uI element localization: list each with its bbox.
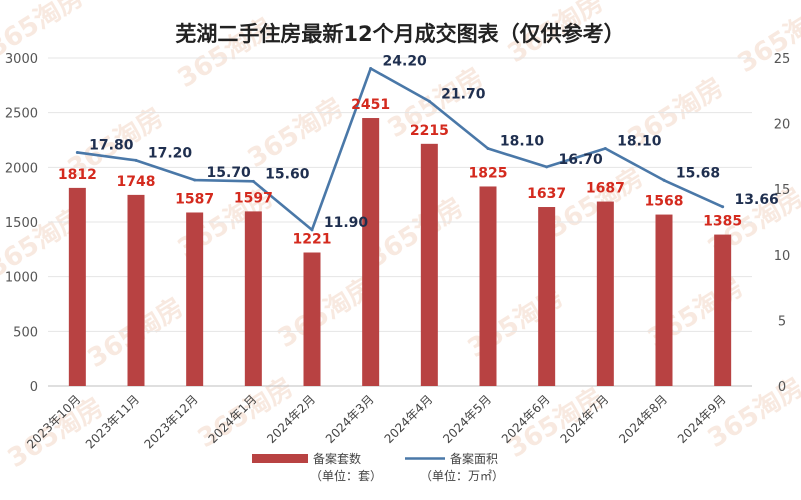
line-value-label: 18.10 xyxy=(617,134,662,150)
bar xyxy=(714,234,732,386)
bar-value-label: 1587 xyxy=(175,191,214,207)
left-tick-label: 500 xyxy=(13,325,38,340)
line-value-label: 15.70 xyxy=(207,165,252,181)
watermark-logo: 365淘房 xyxy=(733,0,801,79)
x-tick-label: 2024年5月 xyxy=(440,392,494,446)
bar-value-label: 2215 xyxy=(410,123,449,139)
line-point xyxy=(369,66,373,70)
bar-value-label: 1812 xyxy=(58,167,97,183)
left-tick-label: 2000 xyxy=(5,161,38,176)
line-value-label: 16.70 xyxy=(559,152,604,168)
chart-title: 芜湖二手住房最新12个月成交图表（仅供参考） xyxy=(175,22,624,46)
legend-bar-label: 备案套数 xyxy=(313,451,361,466)
line-value-label: 13.66 xyxy=(735,192,779,208)
legend-line-label: 备案面积 xyxy=(450,451,498,466)
x-axis-labels: 2023年10月 2023年11月 2023年12月 2024年1月 2024年2月 20… xyxy=(24,392,729,451)
right-tick-label: 5 xyxy=(778,314,786,329)
left-tick-label: 0 xyxy=(30,380,38,395)
line-path xyxy=(77,67,724,232)
x-tick-label: 2024年3月 xyxy=(323,392,377,446)
line-value-label: 15.68 xyxy=(676,165,720,181)
right-tick-label: 15 xyxy=(774,183,791,198)
line-point xyxy=(545,165,549,169)
bar-value-label: 1825 xyxy=(469,165,508,181)
bar xyxy=(362,118,380,387)
left-tick-label: 1500 xyxy=(5,216,38,231)
right-tick-label: 20 xyxy=(774,118,791,133)
x-tick-label: 2024年4月 xyxy=(382,392,436,446)
line-point xyxy=(662,178,666,182)
right-tick-label: 0 xyxy=(778,380,786,395)
line-value-label: 15.60 xyxy=(265,166,310,182)
legend: 备案套数 （单位：套） 备案面积 （单位：万㎡） xyxy=(252,451,504,483)
bar-series xyxy=(68,118,732,387)
bar-value-label: 1221 xyxy=(293,232,332,248)
line-series xyxy=(75,66,725,232)
watermark-logo: 365淘房 xyxy=(543,162,649,244)
bar xyxy=(479,186,497,386)
left-tick-label: 1000 xyxy=(5,271,38,286)
bar xyxy=(655,214,673,386)
legend-line-unit: （单位：万㎡） xyxy=(420,468,504,483)
bar xyxy=(127,194,145,386)
line-point xyxy=(251,179,255,183)
line-point xyxy=(310,228,314,232)
bar-value-label: 1748 xyxy=(117,174,156,190)
bar xyxy=(420,143,438,386)
left-axis: 0 500 1000 1500 2000 2500 3000 xyxy=(5,52,38,395)
right-tick-label: 25 xyxy=(774,52,791,67)
bar-value-label: 1687 xyxy=(586,181,625,197)
line-value-label: 11.90 xyxy=(324,215,369,231)
bar-value-label: 1385 xyxy=(703,214,742,230)
left-tick-label: 2500 xyxy=(5,107,38,122)
x-tick-label: 2023年12月 xyxy=(142,392,201,451)
line-point xyxy=(486,147,490,151)
bar-value-label: 1597 xyxy=(234,190,273,206)
watermark-logo: 365淘房 xyxy=(243,92,349,174)
line-point xyxy=(721,205,725,209)
legend-bar-swatch xyxy=(252,454,308,463)
line-value-label: 21.70 xyxy=(441,86,486,102)
bar-data-labels: 1812 1748 1587 1597 1221 2451 2215 1825 1637 1687… xyxy=(58,97,742,247)
line-value-label: 17.20 xyxy=(148,145,193,161)
line-value-label: 24.20 xyxy=(383,53,428,69)
line-data-labels: 17.80 17.20 15.70 15.60 11.90 24.20 21.70 18.10… xyxy=(89,53,779,230)
line-point xyxy=(603,147,607,151)
x-tick-label: 2024年8月 xyxy=(616,392,670,446)
bar-value-label: 1637 xyxy=(527,186,566,202)
line-point xyxy=(134,158,138,162)
gridlines xyxy=(48,57,752,387)
bar xyxy=(596,201,614,386)
bar xyxy=(68,187,86,386)
legend-bar-unit: （单位：套） xyxy=(310,468,382,483)
line-point xyxy=(75,150,79,154)
bar xyxy=(538,207,556,386)
line-value-label: 17.80 xyxy=(89,137,134,153)
bar xyxy=(244,211,262,386)
line-value-label: 18.10 xyxy=(500,134,545,150)
bar xyxy=(303,252,321,386)
bar xyxy=(186,212,204,386)
bar-value-label: 2451 xyxy=(351,97,390,113)
line-point xyxy=(193,178,197,182)
right-axis: 0 5 10 15 20 25 xyxy=(774,52,791,395)
right-tick-label: 10 xyxy=(774,249,791,264)
bar-value-label: 1568 xyxy=(645,194,684,210)
left-tick-label: 3000 xyxy=(5,52,38,67)
line-point xyxy=(427,99,431,103)
